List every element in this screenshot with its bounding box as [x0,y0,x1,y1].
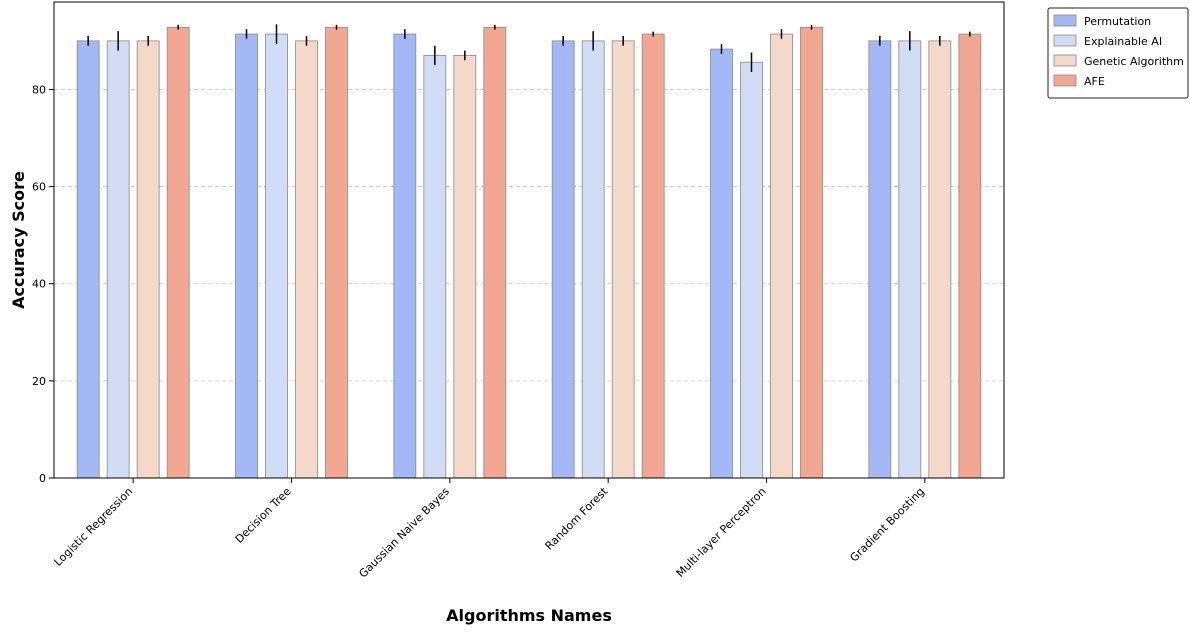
bar [641,33,665,479]
x-tick-label: Gradient Boosting [847,485,927,565]
bars [76,26,982,479]
y-axis-title: Accuracy Score [9,171,28,309]
bar [800,26,823,479]
legend-label: Explainable AI [1084,35,1162,48]
bar [770,33,793,479]
legend-swatch [1053,34,1077,47]
x-tick-label: Decision Tree [233,485,294,546]
legend-swatch [1053,74,1077,87]
bar [551,40,575,479]
plot-frame [53,1,1005,479]
bar [581,40,605,479]
x-axis-ticks: Logistic Regression Decision Tree Gaussian… [51,478,927,581]
legend-label: Permutation [1084,15,1151,28]
bar [265,33,288,479]
bar [325,26,348,479]
y-tick-label: 20 [32,375,46,388]
bar [483,26,507,479]
legend-label: Genetic Algorithm [1084,55,1184,68]
bar [611,40,635,479]
bar [136,40,160,479]
bar [166,26,190,479]
legend-frame [1047,7,1189,99]
bar [928,40,952,479]
bar [393,33,417,479]
y-tick-label: 40 [32,278,46,291]
y-tick-label: 60 [32,181,46,194]
y-tick-label: 0 [39,472,46,485]
bar [235,33,258,479]
bar [453,55,477,479]
x-tick-label: Logistic Regression [51,485,135,569]
x-axis-title: Algorithms Names [446,606,612,625]
bar [295,40,318,479]
bar [958,33,982,479]
bar [423,55,447,479]
bar [106,40,130,479]
bar [740,61,763,479]
legend-label: AFE [1084,75,1105,88]
bar [710,48,733,479]
y-axis-ticks: 0 20 40 60 80 [32,83,54,485]
y-tick-label: 80 [32,83,46,96]
bar [868,40,892,479]
x-tick-label: Random Forest [543,484,611,552]
error-bars [87,24,971,72]
grid-lines [54,89,1004,382]
bar [76,40,100,479]
legend-swatch [1053,54,1077,67]
x-tick-label: Gaussian Naive Bayes [356,485,452,581]
x-tick-label: Multi-layer Perceptron [674,485,769,580]
legend: Permutation Explainable AI Genetic Algorit… [1047,7,1189,99]
legend-swatch [1053,14,1077,27]
bar [898,40,922,479]
